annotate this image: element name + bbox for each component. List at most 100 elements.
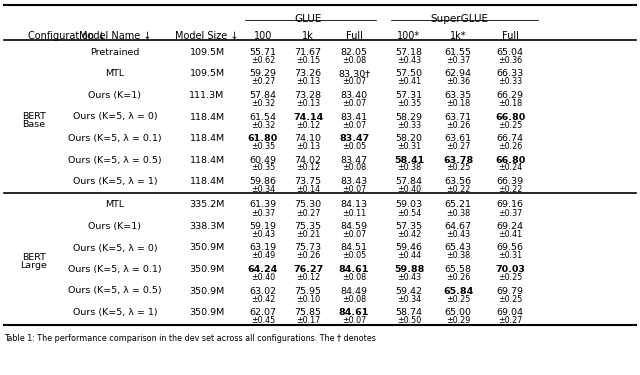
Text: 69.04: 69.04 (497, 308, 524, 317)
Text: ±0.35: ±0.35 (251, 164, 275, 172)
Text: ±0.40: ±0.40 (397, 185, 421, 194)
Text: ±0.25: ±0.25 (498, 294, 522, 303)
Text: 118.4M: 118.4M (189, 156, 225, 165)
Text: 109.5M: 109.5M (189, 69, 225, 78)
Text: 59.03: 59.03 (396, 201, 422, 210)
Text: ±0.33: ±0.33 (498, 78, 522, 87)
Text: GLUE: GLUE (295, 14, 322, 24)
Text: Ours (K=1): Ours (K=1) (88, 91, 141, 100)
Text: ±0.43: ±0.43 (397, 56, 421, 65)
Text: 82.05: 82.05 (340, 48, 367, 57)
Text: 57.50: 57.50 (396, 69, 422, 78)
Text: ±0.43: ±0.43 (397, 273, 421, 282)
Text: 60.49: 60.49 (250, 156, 276, 165)
Text: BERT: BERT (22, 112, 46, 121)
Text: 83.47: 83.47 (339, 134, 369, 143)
Text: 83.41: 83.41 (340, 112, 367, 122)
Text: ±0.38: ±0.38 (446, 252, 470, 261)
Text: Ours (K=5, λ = 1): Ours (K=5, λ = 1) (73, 308, 157, 317)
Text: 57.35: 57.35 (396, 222, 422, 231)
Text: Ours (K=5, λ = 0.1): Ours (K=5, λ = 0.1) (68, 265, 162, 274)
Text: Ours (K=5, λ = 0.5): Ours (K=5, λ = 0.5) (68, 286, 162, 296)
Text: 59.46: 59.46 (396, 243, 422, 252)
Text: ±0.17: ±0.17 (296, 316, 320, 325)
Text: 62.07: 62.07 (250, 308, 276, 317)
Text: 118.4M: 118.4M (189, 177, 225, 186)
Text: ±0.32: ±0.32 (251, 120, 275, 129)
Text: Ours (K=5, λ = 0.1): Ours (K=5, λ = 0.1) (68, 134, 162, 143)
Text: 84.59: 84.59 (340, 222, 367, 231)
Text: 84.61: 84.61 (339, 308, 369, 317)
Text: 350.9M: 350.9M (189, 243, 225, 252)
Text: ±0.12: ±0.12 (296, 273, 320, 282)
Text: 65.21: 65.21 (445, 201, 472, 210)
Text: ±0.13: ±0.13 (296, 78, 320, 87)
Text: Model Name ↓: Model Name ↓ (79, 31, 151, 41)
Text: ±0.27: ±0.27 (296, 209, 320, 218)
Text: ±0.43: ±0.43 (251, 230, 275, 239)
Text: ±0.42: ±0.42 (397, 230, 421, 239)
Text: 59.19: 59.19 (250, 222, 276, 231)
Text: 69.16: 69.16 (497, 201, 524, 210)
Text: 58.20: 58.20 (396, 134, 422, 143)
Text: ±0.07: ±0.07 (342, 78, 366, 87)
Text: ±0.37: ±0.37 (498, 209, 522, 218)
Text: 350.9M: 350.9M (189, 308, 225, 317)
Text: 62.94: 62.94 (445, 69, 472, 78)
Text: Ours (K=5, λ = 0): Ours (K=5, λ = 0) (73, 243, 157, 252)
Text: 63.19: 63.19 (250, 243, 276, 252)
Text: Table 1: The performance comparison in the dev set across all configurations. Th: Table 1: The performance comparison in t… (4, 334, 376, 343)
Text: Full: Full (502, 31, 518, 41)
Text: ±0.42: ±0.42 (251, 294, 275, 303)
Text: 65.04: 65.04 (497, 48, 524, 57)
Text: 118.4M: 118.4M (189, 112, 225, 122)
Text: Full: Full (346, 31, 362, 41)
Text: ±0.37: ±0.37 (251, 209, 275, 218)
Text: 84.61: 84.61 (339, 265, 369, 274)
Text: ±0.41: ±0.41 (397, 78, 421, 87)
Text: ±0.27: ±0.27 (446, 142, 470, 151)
Text: 69.79: 69.79 (497, 286, 524, 296)
Text: 65.58: 65.58 (445, 265, 472, 274)
Text: ±0.07: ±0.07 (342, 99, 366, 108)
Text: ±0.29: ±0.29 (446, 316, 470, 325)
Text: ±0.13: ±0.13 (296, 142, 320, 151)
Text: ±0.38: ±0.38 (446, 209, 470, 218)
Text: ±0.08: ±0.08 (342, 273, 366, 282)
Text: 75.95: 75.95 (294, 286, 321, 296)
Text: ±0.15: ±0.15 (296, 56, 320, 65)
Text: ±0.50: ±0.50 (397, 316, 421, 325)
Text: 61.39: 61.39 (250, 201, 276, 210)
Text: ±0.12: ±0.12 (296, 164, 320, 172)
Text: 63.02: 63.02 (250, 286, 276, 296)
Text: 84.13: 84.13 (340, 201, 367, 210)
Text: 335.2M: 335.2M (189, 201, 225, 210)
Text: 61.54: 61.54 (250, 112, 276, 122)
Text: 66.33: 66.33 (497, 69, 524, 78)
Text: ±0.07: ±0.07 (342, 230, 366, 239)
Text: 73.26: 73.26 (294, 69, 321, 78)
Text: ±0.12: ±0.12 (296, 120, 320, 129)
Text: ±0.08: ±0.08 (342, 164, 366, 172)
Text: ±0.41: ±0.41 (498, 230, 522, 239)
Text: 55.71: 55.71 (250, 48, 276, 57)
Text: ±0.27: ±0.27 (498, 316, 522, 325)
Text: 75.30: 75.30 (294, 201, 321, 210)
Text: Ours (K=1): Ours (K=1) (88, 222, 141, 231)
Text: ±0.14: ±0.14 (296, 185, 320, 194)
Text: ±0.08: ±0.08 (342, 56, 366, 65)
Text: 75.73: 75.73 (294, 243, 321, 252)
Text: ±0.05: ±0.05 (342, 252, 366, 261)
Text: ±0.40: ±0.40 (251, 273, 275, 282)
Text: Configuration ↓: Configuration ↓ (28, 31, 106, 41)
Text: ±0.10: ±0.10 (296, 294, 320, 303)
Text: 84.49: 84.49 (340, 286, 367, 296)
Text: Ours (K=5, λ = 1): Ours (K=5, λ = 1) (73, 177, 157, 186)
Text: 58.29: 58.29 (396, 112, 422, 122)
Text: ±0.43: ±0.43 (446, 230, 470, 239)
Text: 66.74: 66.74 (497, 134, 524, 143)
Text: 58.41: 58.41 (394, 156, 424, 165)
Text: ±0.18: ±0.18 (446, 99, 470, 108)
Text: ±0.25: ±0.25 (498, 273, 522, 282)
Text: 59.29: 59.29 (250, 69, 276, 78)
